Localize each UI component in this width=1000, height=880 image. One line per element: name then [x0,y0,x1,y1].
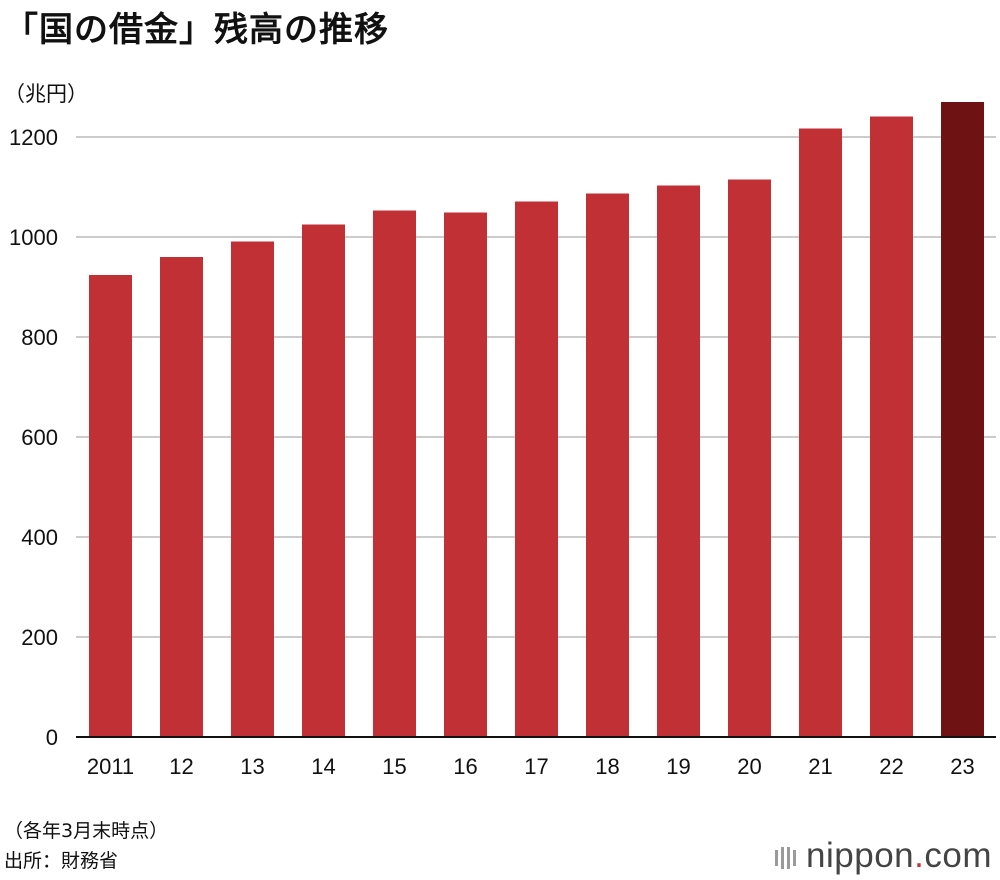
logo-dot: . [914,836,925,875]
x-tick-label-12: 12 [169,754,193,779]
bar-2011 [89,275,132,737]
x-tick-label-19: 19 [666,754,690,779]
x-tick-label-22: 22 [879,754,903,779]
bar-16 [444,212,487,737]
x-tick-label-21: 21 [808,754,832,779]
bar-19 [657,185,700,737]
bar-chart: 0 200 400 600 800 1000 1200 2011 12 13 14 15 16 17 18… [9,102,996,779]
y-tick-label-400: 400 [21,525,58,550]
y-tick-label-1200: 1200 [9,125,58,150]
bars [89,102,984,737]
y-tick-label-200: 200 [21,625,58,650]
bar-20 [728,179,771,737]
x-tick-label-14: 14 [311,754,335,779]
bar-15 [373,210,416,737]
x-tick-label-15: 15 [382,754,406,779]
bar-12 [160,257,203,737]
bar-14 [302,224,345,737]
y-tick-label-0: 0 [46,725,58,750]
bar-13 [231,241,274,737]
bar-23 [941,102,984,737]
y-tick-label-1000: 1000 [9,225,58,250]
bar-17 [515,201,558,737]
chart-title: 「国の借金」残高の推移 [4,10,389,50]
logo-bars-icon [775,846,797,869]
bar-18 [586,193,629,737]
logo-suffix: com [924,836,992,875]
bar-21 [799,128,842,737]
footnote-date: （各年3月末時点） [4,820,169,842]
x-tick-label-17: 17 [524,754,548,779]
y-tick-label-600: 600 [21,425,58,450]
x-tick-label-20: 20 [737,754,761,779]
x-axis-ticks: 2011 12 13 14 15 16 17 18 19 20 21 22 23 [87,754,975,779]
y-tick-label-800: 800 [21,325,58,350]
x-tick-label-13: 13 [240,754,264,779]
y-axis-unit-label: （兆円） [4,82,88,106]
x-tick-label-18: 18 [595,754,619,779]
logo-name: nippon [806,836,915,875]
x-tick-label-2011: 2011 [87,754,134,779]
x-tick-label-23: 23 [950,754,974,779]
x-tick-label-16: 16 [453,754,477,779]
bar-22 [870,116,913,737]
footnote-source: 出所：財務省 [4,850,119,872]
y-axis-ticks: 0 200 400 600 800 1000 1200 [9,125,58,750]
nippon-com-logo: nippon.com [774,836,992,876]
